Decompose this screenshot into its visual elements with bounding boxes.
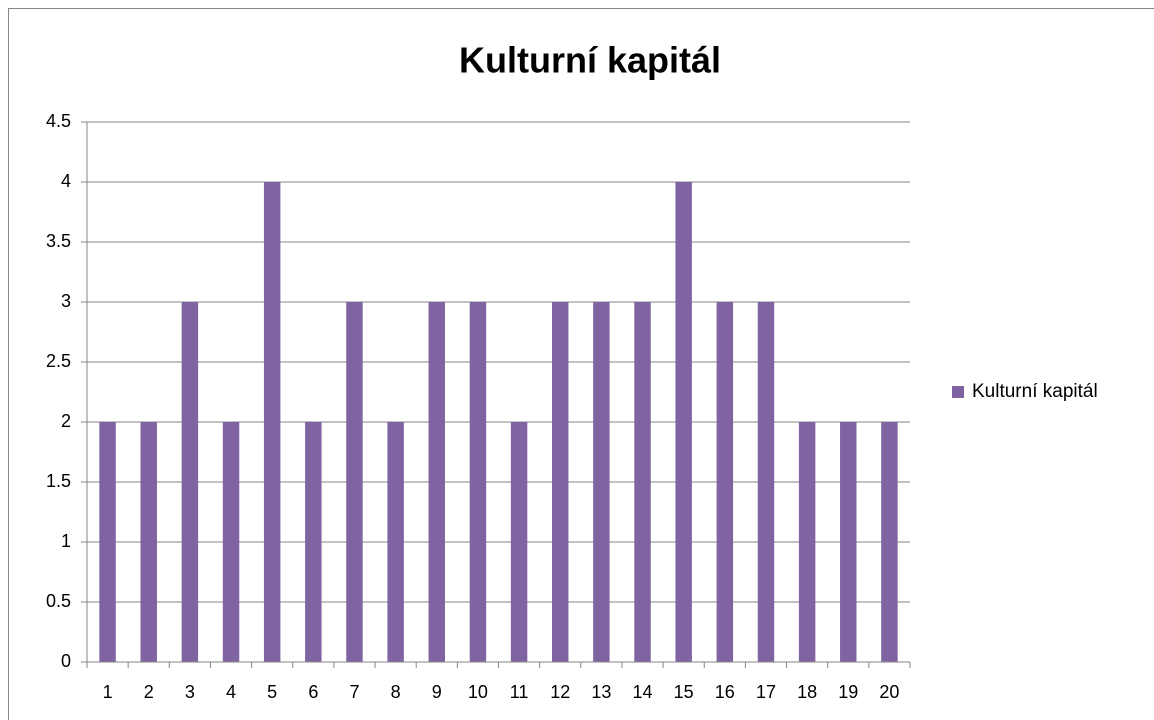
x-tick-label: 5 — [267, 682, 277, 702]
y-tick-label: 2 — [61, 411, 71, 431]
bar — [510, 422, 528, 662]
chart-title: Kulturní kapitál — [459, 40, 721, 81]
bar — [716, 302, 734, 662]
x-tick-label: 6 — [308, 682, 318, 702]
y-tick-label: 1 — [61, 531, 71, 551]
x-tick-label: 7 — [349, 682, 359, 702]
x-tick-label: 15 — [674, 682, 694, 702]
bar — [675, 182, 692, 662]
y-tick-label: 4.5 — [46, 111, 71, 131]
bar — [181, 302, 199, 662]
y-tick-label: 0.5 — [46, 591, 71, 611]
legend-swatch — [952, 386, 964, 398]
bar — [840, 422, 857, 662]
y-tick-label: 3.5 — [46, 231, 71, 251]
bar — [469, 302, 487, 662]
x-tick-label: 4 — [226, 682, 236, 702]
x-tick-label: 3 — [185, 682, 195, 702]
bar — [428, 302, 446, 662]
chart-border — [8, 8, 1154, 720]
x-tick-label: 18 — [797, 682, 817, 702]
x-tick-label: 10 — [468, 682, 488, 702]
bar — [387, 422, 404, 662]
bar — [222, 422, 240, 662]
bar — [798, 422, 816, 662]
bar — [593, 302, 610, 662]
bar — [881, 422, 898, 662]
x-tick-label: 8 — [391, 682, 401, 702]
x-tick-label: 19 — [838, 682, 858, 702]
y-tick-label: 4 — [61, 171, 71, 191]
y-tick-label: 2.5 — [46, 351, 71, 371]
bar — [634, 302, 651, 662]
bar — [263, 182, 281, 662]
bar — [99, 422, 116, 662]
x-tick-label: 13 — [591, 682, 611, 702]
y-tick-label: 1.5 — [46, 471, 71, 491]
bar — [551, 302, 569, 662]
x-tick-label: 17 — [756, 682, 776, 702]
x-tick-label: 14 — [633, 682, 653, 702]
bar — [757, 302, 775, 662]
y-tick-label: 3 — [61, 291, 71, 311]
x-tick-label: 1 — [103, 682, 113, 702]
bar — [346, 302, 363, 662]
x-tick-label: 9 — [432, 682, 442, 702]
x-tick-label: 20 — [879, 682, 899, 702]
x-tick-label: 16 — [715, 682, 735, 702]
x-tick-label: 11 — [510, 682, 529, 702]
bar — [140, 422, 157, 662]
bar — [305, 422, 322, 662]
legend-label: Kulturní kapitál — [972, 381, 1098, 402]
x-tick-label: 12 — [550, 682, 570, 702]
y-tick-label: 0 — [61, 651, 71, 671]
x-tick-label: 2 — [144, 682, 154, 702]
